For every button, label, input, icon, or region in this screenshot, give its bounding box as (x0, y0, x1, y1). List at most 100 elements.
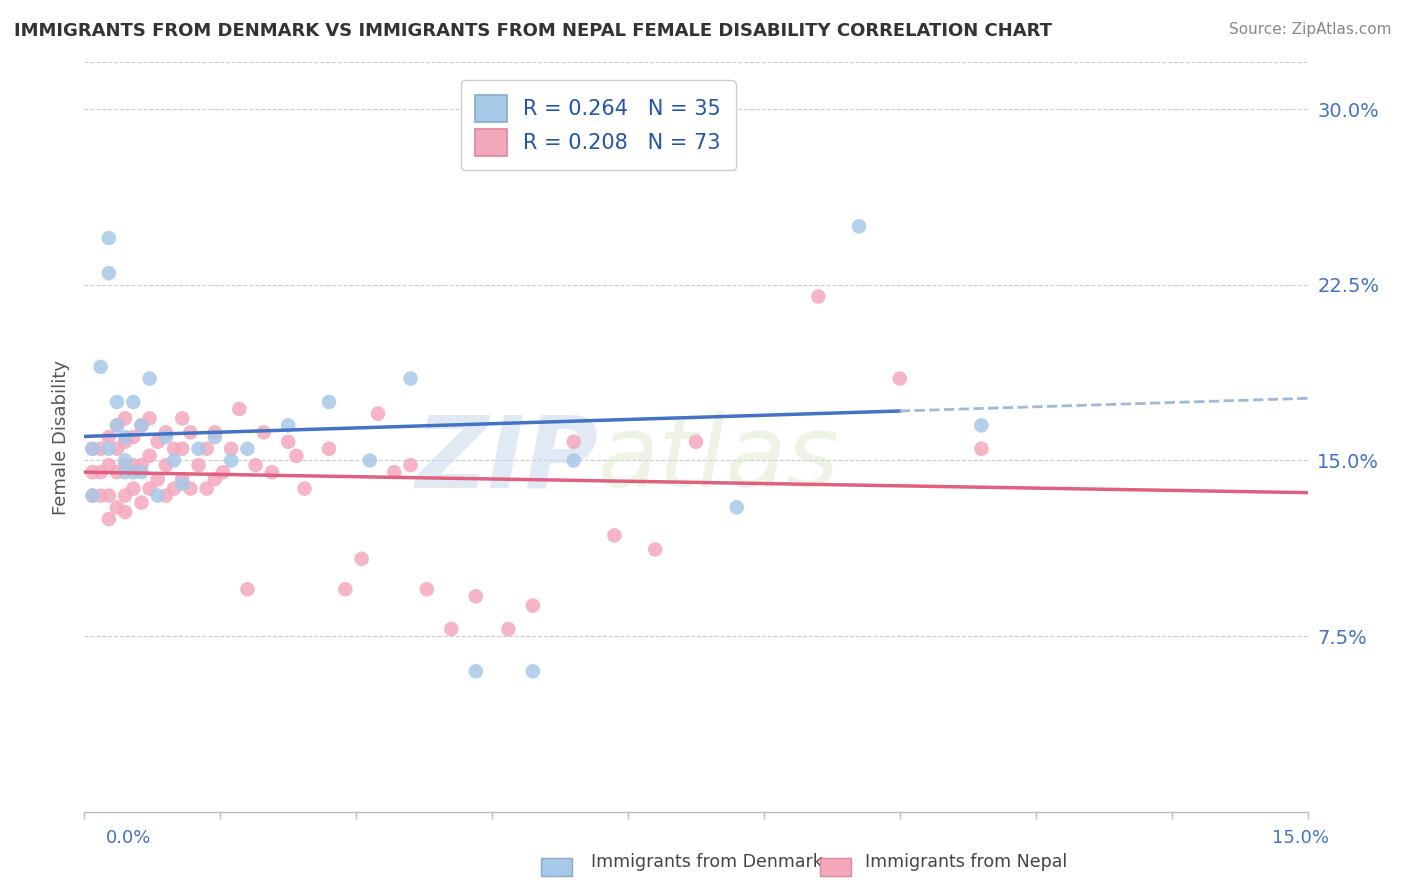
Point (114, 411, 136, 425)
Point (90, 359, 112, 374)
Point (848, 219, 870, 234)
Point (318, 442, 340, 456)
Point (114, 489, 136, 503)
Point (155, 458, 177, 473)
Point (685, 434, 707, 449)
Legend: R = 0.264   N = 35, R = 0.208   N = 73: R = 0.264 N = 35, R = 0.208 N = 73 (461, 80, 735, 170)
Point (245, 458, 267, 473)
Point (277, 418, 299, 433)
Point (138, 411, 160, 425)
Point (382, 465, 405, 479)
Point (204, 430, 226, 444)
Point (522, 664, 544, 679)
Point (122, 430, 145, 444)
Point (294, 482, 316, 496)
Point (399, 371, 422, 385)
Point (179, 425, 201, 440)
Point (350, 551, 373, 566)
Point (82, 465, 104, 479)
Point (82, 442, 104, 456)
Point (122, 482, 145, 496)
Point (82, 489, 104, 503)
Point (105, 500, 128, 515)
Point (146, 434, 169, 449)
Text: Immigrants from Denmark: Immigrants from Denmark (591, 853, 823, 871)
Point (416, 582, 439, 597)
Point (359, 453, 381, 467)
Point (179, 482, 201, 496)
Point (889, 371, 911, 385)
Point (464, 664, 486, 679)
Point (195, 482, 218, 496)
Point (131, 458, 153, 473)
Point (105, 442, 128, 456)
Point (603, 528, 626, 542)
Point (260, 465, 283, 479)
Point (82, 442, 104, 456)
Point (204, 472, 226, 486)
Point (114, 465, 136, 479)
Point (114, 453, 136, 467)
Text: IMMIGRANTS FROM DENMARK VS IMMIGRANTS FROM NEPAL FEMALE DISABILITY CORRELATION C: IMMIGRANTS FROM DENMARK VS IMMIGRANTS FR… (14, 22, 1052, 40)
Point (90, 489, 112, 503)
Point (367, 407, 389, 421)
Point (335, 582, 357, 597)
Point (122, 395, 145, 409)
Point (122, 465, 145, 479)
Point (90, 465, 112, 479)
Text: atlas: atlas (598, 411, 839, 508)
Point (440, 622, 463, 636)
Point (155, 425, 177, 440)
Point (163, 442, 186, 456)
Point (105, 395, 128, 409)
Point (146, 489, 169, 503)
Point (131, 465, 153, 479)
Point (195, 442, 218, 456)
Point (562, 453, 585, 467)
Y-axis label: Female Disability: Female Disability (52, 359, 70, 515)
Point (970, 418, 993, 433)
Point (253, 425, 276, 440)
Text: ZIP: ZIP (415, 411, 598, 508)
Point (146, 472, 169, 486)
Point (138, 449, 160, 463)
Point (105, 465, 128, 479)
Point (114, 458, 136, 473)
Point (277, 434, 299, 449)
Point (187, 442, 209, 456)
Point (285, 449, 308, 463)
Point (725, 500, 748, 515)
Point (219, 442, 242, 456)
Point (131, 418, 153, 433)
Point (97, 231, 120, 245)
Point (464, 590, 486, 604)
Point (155, 430, 177, 444)
Point (163, 453, 186, 467)
Point (172, 442, 194, 456)
Point (131, 418, 153, 433)
Point (172, 411, 194, 425)
Point (644, 542, 666, 557)
Point (807, 289, 830, 303)
Text: Source: ZipAtlas.com: Source: ZipAtlas.com (1229, 22, 1392, 37)
Text: 15.0%: 15.0% (1271, 829, 1329, 847)
Point (562, 434, 585, 449)
Point (97, 458, 120, 473)
Point (187, 458, 209, 473)
Point (172, 476, 194, 491)
Point (236, 442, 259, 456)
Text: Immigrants from Nepal: Immigrants from Nepal (865, 853, 1067, 871)
Point (172, 472, 194, 486)
Point (970, 442, 993, 456)
Point (122, 458, 145, 473)
Point (114, 505, 136, 519)
Point (399, 458, 422, 473)
Point (114, 434, 136, 449)
Point (114, 430, 136, 444)
Point (163, 482, 186, 496)
Point (219, 453, 242, 467)
Point (97, 442, 120, 456)
Point (97, 430, 120, 444)
Point (212, 465, 235, 479)
Point (97, 512, 120, 526)
